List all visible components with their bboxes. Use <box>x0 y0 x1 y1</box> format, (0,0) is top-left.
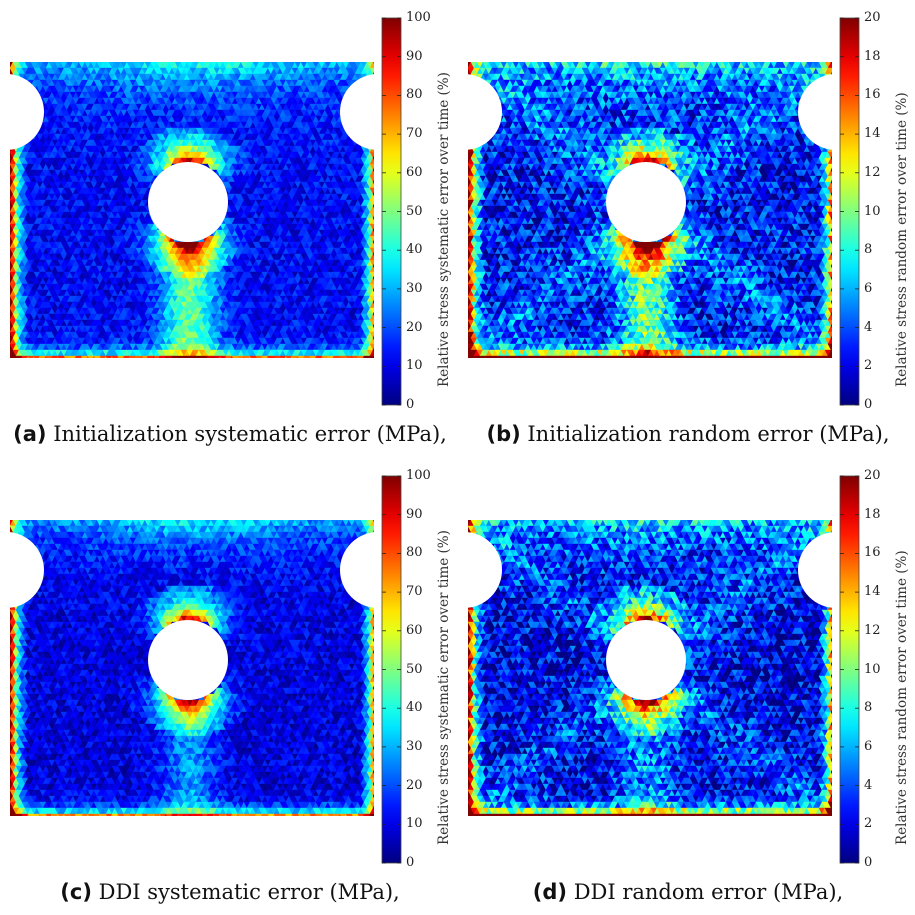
caption-text: DDI random error (MPa), <box>574 880 844 904</box>
caption: (b) Initialization random error (MPa), <box>486 422 889 446</box>
panel-c: (c) DDI systematic error (MPa), 0 10 20 30 4… <box>0 458 457 915</box>
right-notch <box>798 532 874 608</box>
right-notch <box>798 74 874 150</box>
colorbar-tick-label: 20 <box>406 778 423 793</box>
stress-field-plot <box>458 17 874 406</box>
left-notch <box>0 532 44 608</box>
stress-field-mesh <box>468 62 832 358</box>
caption: (c) DDI systematic error (MPa), <box>60 880 399 904</box>
colorbar-tick-label: 10 <box>406 358 423 373</box>
colorbar-tick-label: 40 <box>406 242 423 257</box>
caption: (d) DDI random error (MPa), <box>533 880 843 904</box>
left-notch <box>0 74 44 150</box>
colorbar-tick-label: 70 <box>406 584 423 599</box>
colorbar-tick-label: 14 <box>864 126 881 141</box>
colorbar-tick-label: 50 <box>406 204 423 219</box>
panel-tag: (a) <box>13 422 46 446</box>
center-hole <box>606 620 686 700</box>
colorbar-tick-label: 100 <box>406 10 431 25</box>
colorbar-label: Relative stress random error over time (… <box>894 92 910 387</box>
center-hole <box>148 162 228 242</box>
left-notch <box>458 74 502 150</box>
colorbar-label: Relative stress random error over time (… <box>894 550 910 845</box>
colorbar-tick-label: 0 <box>406 855 414 870</box>
colorbar-tick-label: 90 <box>406 49 423 64</box>
colorbar-tick-label: 30 <box>406 739 423 754</box>
colorbar-tick-label: 100 <box>406 468 431 483</box>
colorbar-tick-label: 20 <box>406 320 423 335</box>
colorbar-tick-label: 20 <box>864 10 881 25</box>
colorbar-tick-label: 8 <box>864 242 872 257</box>
panel-b: (b) Initialization random error (MPa), 0… <box>458 0 915 457</box>
colorbar-tick-label: 16 <box>864 545 881 560</box>
colorbar-tick-label: 2 <box>864 358 872 373</box>
colorbar-tick-label: 90 <box>406 507 423 522</box>
stress-field-plot <box>0 17 416 406</box>
panel-d: (d) DDI random error (MPa), 0 2 4 6 8 10 12 14 1… <box>458 458 915 915</box>
caption: (a) Initialization systematic error (MPa… <box>13 422 447 446</box>
colorbar-tick-label: 16 <box>864 87 881 102</box>
colorbar-tick-label: 2 <box>864 816 872 831</box>
panel-tag: (b) <box>486 422 520 446</box>
caption-text: DDI systematic error (MPa), <box>99 880 400 904</box>
caption-text: Initialization random error (MPa), <box>527 422 889 446</box>
colorbar-tick-label: 12 <box>864 165 881 180</box>
colorbar-tick-label: 10 <box>406 816 423 831</box>
colorbar-tick-label: 10 <box>864 204 881 219</box>
right-notch <box>340 532 416 608</box>
colorbar-tick-label: 80 <box>406 87 423 102</box>
colorbar-tick-label: 80 <box>406 545 423 560</box>
center-hole <box>148 620 228 700</box>
colorbar-tick-label: 50 <box>406 662 423 677</box>
stress-field-plot <box>0 475 416 864</box>
colorbar-tick-label: 18 <box>864 49 881 64</box>
panel-tag: (d) <box>533 880 567 904</box>
colorbar-tick-label: 30 <box>406 281 423 296</box>
colorbar-tick-label: 8 <box>864 700 872 715</box>
right-notch <box>340 74 416 150</box>
colorbar-tick-label: 18 <box>864 507 881 522</box>
colorbar-tick-label: 4 <box>864 778 872 793</box>
colorbar-tick-label: 20 <box>864 468 881 483</box>
colorbar-label: Relative stress systematic error over ti… <box>436 72 452 387</box>
colorbar-tick-label: 0 <box>406 397 414 412</box>
colorbar-tick-label: 60 <box>406 623 423 638</box>
colorbar-tick-label: 70 <box>406 126 423 141</box>
colorbar-tick-label: 0 <box>864 397 872 412</box>
colorbar-tick-label: 6 <box>864 281 872 296</box>
stress-field-plot <box>458 475 874 864</box>
colorbar-tick-label: 40 <box>406 700 423 715</box>
colorbar-tick-label: 6 <box>864 739 872 754</box>
center-hole <box>606 162 686 242</box>
colorbar-tick-label: 60 <box>406 165 423 180</box>
panel-a: (a) Initialization systematic error (MPa… <box>0 0 457 457</box>
colorbar-tick-label: 4 <box>864 320 872 335</box>
colorbar-tick-label: 12 <box>864 623 881 638</box>
caption-text: Initialization systematic error (MPa), <box>53 422 447 446</box>
colorbar-tick-label: 14 <box>864 584 881 599</box>
panel-tag: (c) <box>60 880 92 904</box>
colorbar-tick-label: 10 <box>864 662 881 677</box>
stress-field-mesh <box>10 62 374 358</box>
left-notch <box>458 532 502 608</box>
colorbar-tick-label: 0 <box>864 855 872 870</box>
colorbar-label: Relative stress systematic error over ti… <box>436 530 452 845</box>
